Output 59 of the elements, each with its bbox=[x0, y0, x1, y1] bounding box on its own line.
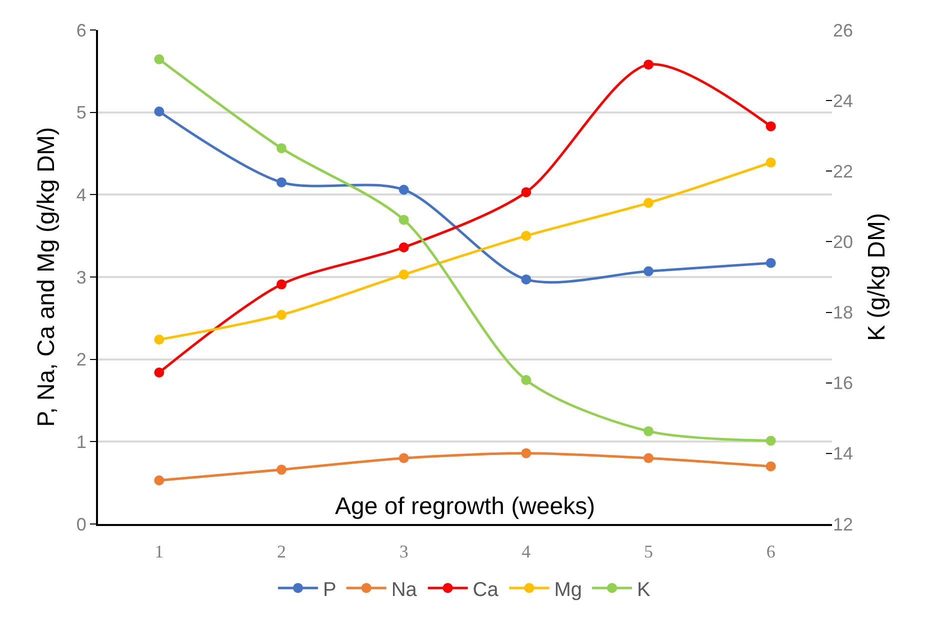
y-tick-label: 5 bbox=[76, 102, 86, 123]
point bbox=[766, 436, 776, 446]
point bbox=[154, 368, 164, 378]
point bbox=[766, 121, 776, 132]
point bbox=[521, 274, 532, 284]
point bbox=[766, 461, 776, 472]
point bbox=[398, 242, 409, 252]
point bbox=[521, 230, 532, 241]
y-tick-label: 0 bbox=[76, 514, 86, 534]
point bbox=[644, 453, 654, 464]
x-tick-label: 1 bbox=[154, 542, 164, 562]
x-tick-label: 5 bbox=[644, 542, 653, 562]
x-tick-label: 2 bbox=[277, 542, 286, 562]
y-tick-label: 3 bbox=[76, 267, 86, 288]
x-axis-title: Age of regrowth (weeks) bbox=[335, 493, 596, 520]
y-tick-label: 6 bbox=[76, 20, 86, 40]
y2-tick-label: 14 bbox=[833, 444, 854, 464]
y-axis-title: P, Na, Ca and Mg (g/kg DM) bbox=[32, 127, 60, 427]
y2-tick-label: 16 bbox=[833, 373, 854, 394]
point bbox=[154, 106, 164, 117]
y2-tick-label: 24 bbox=[833, 90, 854, 111]
point bbox=[766, 258, 776, 268]
point bbox=[276, 143, 286, 154]
legend-label: Na bbox=[391, 578, 418, 601]
point bbox=[398, 453, 409, 464]
y2-tick-label: 22 bbox=[833, 161, 854, 182]
point bbox=[644, 198, 654, 208]
y-tick-label: 4 bbox=[76, 184, 86, 205]
point bbox=[644, 266, 654, 276]
point bbox=[154, 54, 164, 64]
y2-tick-label: 18 bbox=[833, 302, 854, 323]
point bbox=[521, 375, 532, 386]
y2-tick-label: 12 bbox=[833, 514, 854, 534]
legend-label: Mg bbox=[554, 578, 582, 601]
legend-label: P bbox=[323, 578, 336, 601]
x-tick-label: 3 bbox=[399, 542, 408, 562]
point bbox=[276, 464, 286, 475]
x-tick-label: 6 bbox=[766, 542, 776, 562]
point bbox=[398, 270, 409, 280]
x-tick-label: 4 bbox=[522, 542, 531, 562]
point bbox=[276, 279, 286, 290]
point bbox=[521, 448, 532, 458]
legend-label: K bbox=[637, 578, 652, 601]
point bbox=[398, 184, 409, 195]
legend-label: Ca bbox=[472, 578, 500, 601]
point bbox=[644, 426, 654, 436]
point bbox=[154, 334, 164, 345]
y2-tick-label: 26 bbox=[833, 20, 854, 40]
point bbox=[644, 60, 654, 70]
y-tick-label: 1 bbox=[76, 432, 86, 452]
point bbox=[766, 158, 776, 168]
point bbox=[521, 187, 532, 198]
point bbox=[276, 310, 286, 320]
y2-axis-title: K (g/kg DM) bbox=[863, 212, 890, 342]
y2-tick-label: 20 bbox=[833, 232, 854, 252]
point bbox=[154, 475, 164, 486]
point bbox=[276, 177, 286, 188]
y-tick-label: 2 bbox=[76, 350, 86, 370]
point bbox=[398, 214, 409, 225]
